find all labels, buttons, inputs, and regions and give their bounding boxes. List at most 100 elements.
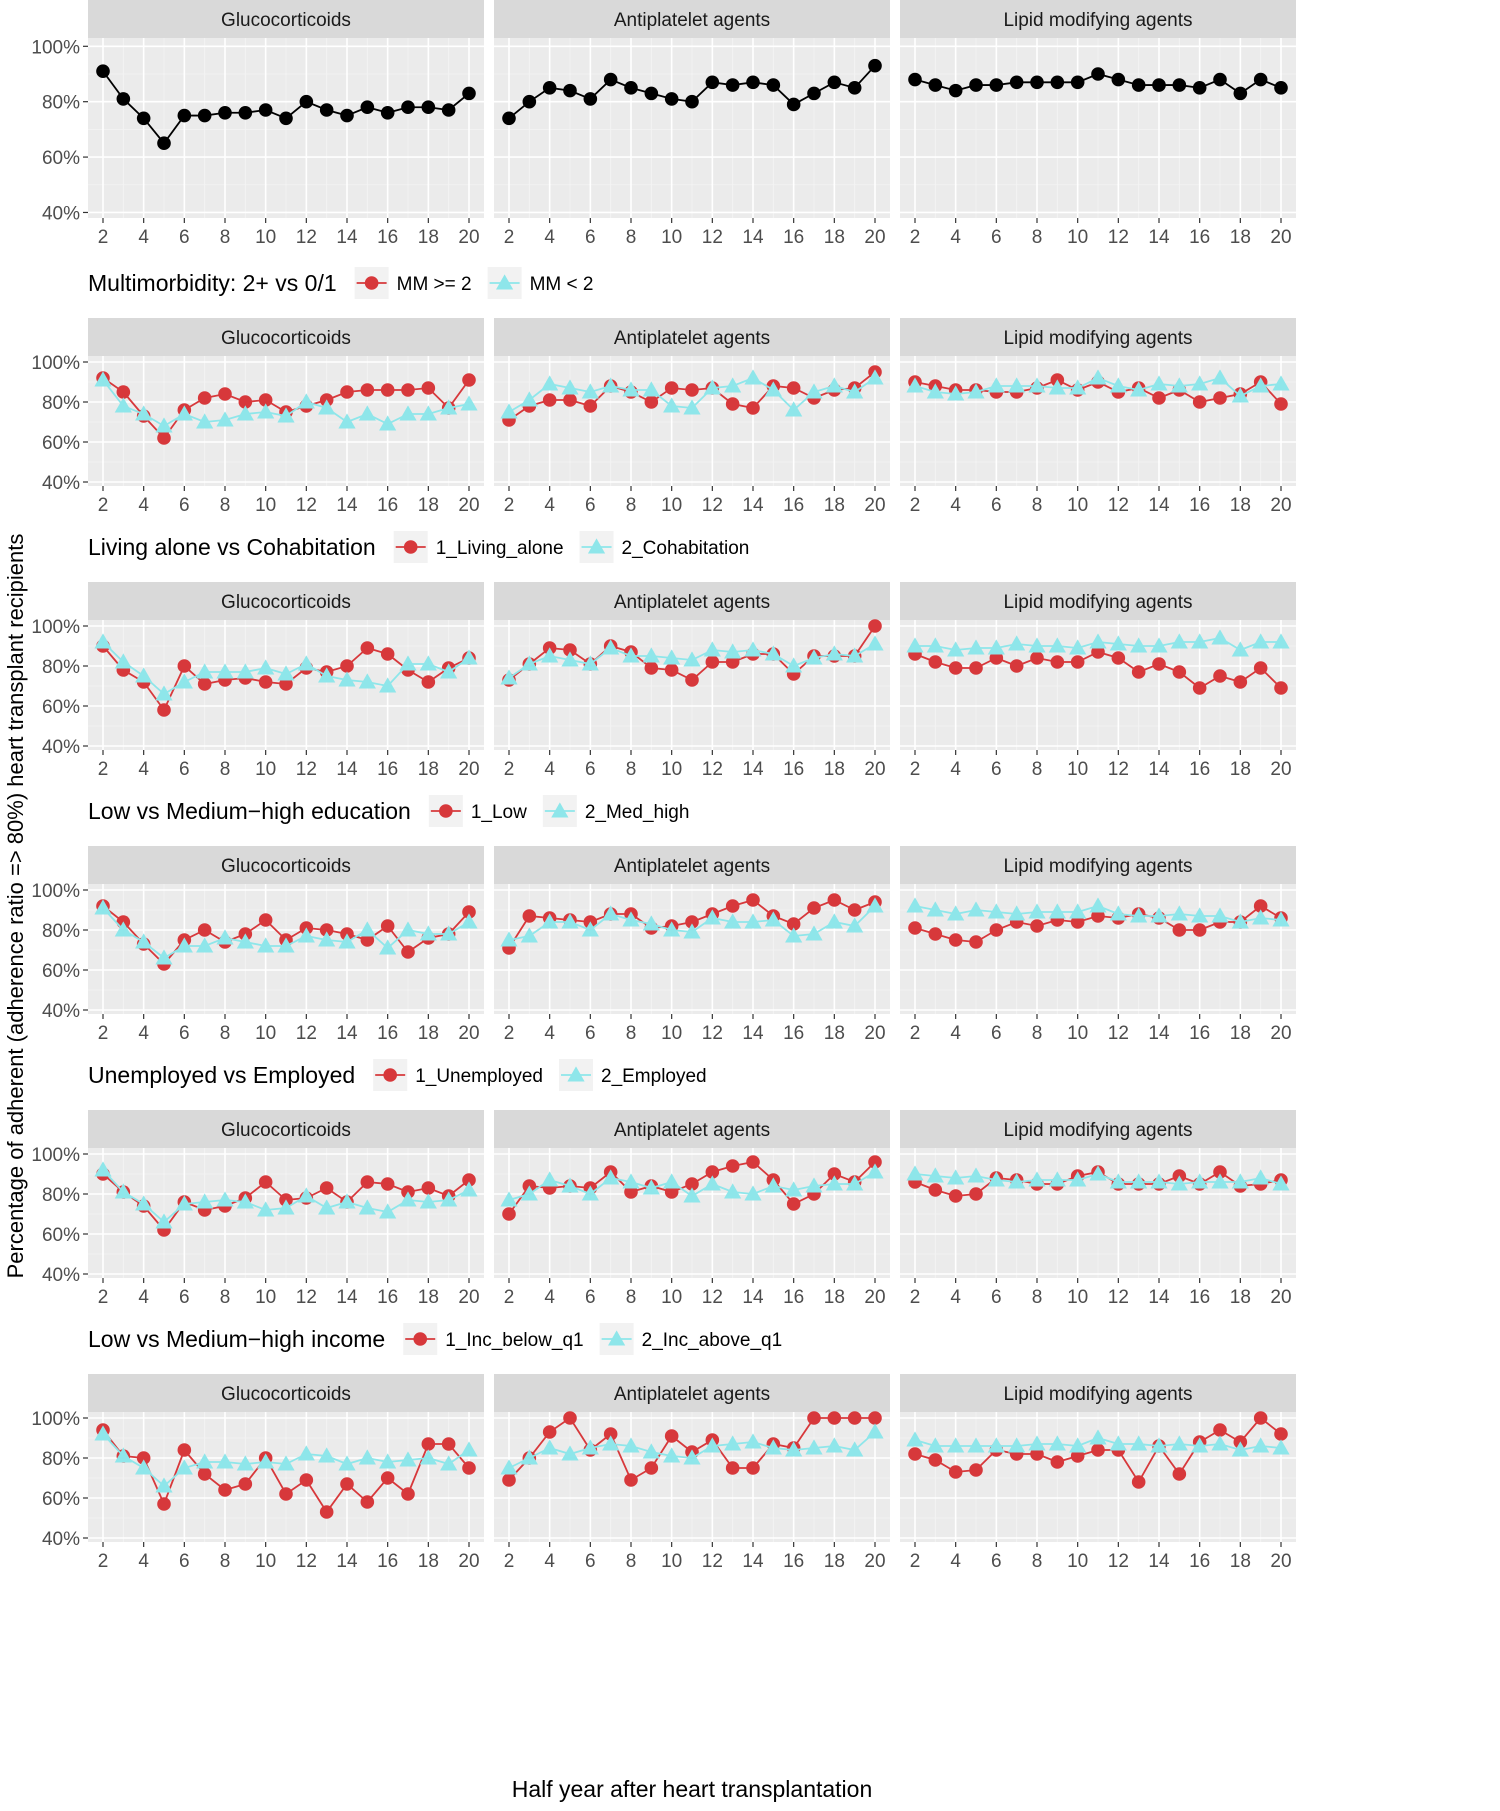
group1-data-point (340, 659, 354, 673)
x-tick-label: 14 (742, 495, 764, 516)
group2-data-point (1130, 637, 1148, 653)
group1-data-point (421, 675, 436, 689)
group2-data-point (561, 1177, 579, 1193)
group2-data-point (642, 647, 660, 663)
group1-data-point (542, 393, 557, 407)
x-tick-label: 20 (864, 1287, 885, 1308)
group1-data-point (563, 643, 577, 657)
group1-data-point (502, 1207, 516, 1221)
overall-data-point (441, 103, 456, 117)
group1-data-point (380, 647, 395, 661)
facet-strip-label: Lipid modifying agents (1003, 1384, 1192, 1405)
group2-data-point (1191, 907, 1209, 923)
group1-data-point (1253, 899, 1268, 913)
group2-data-point (846, 1175, 864, 1191)
facet-strip (88, 318, 484, 356)
group2-data-point (947, 1437, 965, 1453)
overall-data-point (1233, 86, 1248, 101)
x-tick-label: 10 (1067, 495, 1088, 516)
group1-data-point (1091, 645, 1105, 659)
x-tick-label: 2 (504, 759, 515, 780)
overall-data-point (1070, 75, 1085, 90)
group1-data-point (705, 655, 720, 669)
x-tick-label: 20 (1270, 759, 1291, 780)
group2-data-point (744, 641, 762, 657)
group2-data-point (1272, 1439, 1290, 1455)
x-tick-label: 6 (179, 759, 190, 780)
y-tick-label: 40% (42, 1529, 80, 1550)
x-tick-label: 4 (544, 1023, 555, 1044)
y-tick-label: 60% (42, 433, 80, 454)
group2-data-point (906, 897, 924, 913)
group1-data-point (664, 663, 679, 677)
y-tick-label: 80% (42, 393, 80, 414)
group2-data-point (440, 1191, 458, 1207)
x-tick-label: 18 (1230, 1287, 1251, 1308)
group2-data-point (520, 927, 538, 943)
group1-data-point (177, 1443, 192, 1457)
group2-data-point (1191, 633, 1209, 649)
group2-data-point (1089, 897, 1107, 913)
group1-data-point (218, 1483, 232, 1497)
overall-data-point (258, 103, 273, 117)
x-tick-label: 2 (98, 227, 109, 248)
x-tick-label: 2 (910, 495, 921, 516)
facet-strip (88, 1110, 484, 1148)
group1-data-point (827, 1167, 842, 1181)
x-tick-label: 14 (336, 1287, 358, 1308)
x-tick-label: 8 (220, 759, 231, 780)
group2-data-point (1231, 641, 1249, 657)
group2-data-point (642, 915, 660, 931)
group1-data-point (177, 659, 192, 673)
group2-data-point (805, 649, 823, 665)
group1-data-point (969, 935, 983, 949)
legend: Low vs Medium−high education 1_Low 2_Med_h… (88, 795, 689, 827)
x-tick-label: 20 (864, 495, 885, 516)
legend-key-marker-group1 (413, 1332, 428, 1346)
group2-data-point (947, 1169, 965, 1185)
facet-strip (900, 318, 1296, 356)
group1-data-point (462, 1173, 476, 1187)
x-tick-label: 14 (1148, 227, 1170, 248)
group2-data-point (379, 939, 397, 955)
group2-data-point (805, 1177, 823, 1193)
group2-data-point (94, 633, 112, 649)
group1-data-point (421, 381, 436, 395)
x-tick-label: 6 (179, 1023, 190, 1044)
x-tick-label: 6 (179, 1551, 190, 1572)
group2-data-point (155, 1213, 173, 1229)
group2-data-point (1150, 907, 1168, 923)
group1-data-point (279, 677, 293, 691)
group2-data-point (379, 677, 397, 693)
group2-data-point (561, 651, 579, 667)
y-tick-label: 40% (42, 1001, 80, 1022)
facet-strip-label: Glucocorticoids (221, 1120, 351, 1141)
group2-data-point (541, 1171, 559, 1187)
group1-data-point (340, 1477, 354, 1491)
x-tick-label: 10 (255, 495, 276, 516)
group1-data-point (421, 1181, 436, 1195)
group1-data-point (908, 921, 922, 935)
x-tick-label: 18 (1230, 1023, 1251, 1044)
group1-data-point (725, 1461, 740, 1475)
group1-data-point (1172, 665, 1187, 679)
x-tick-label: 8 (1032, 1551, 1043, 1572)
group1-data-point (989, 923, 1004, 937)
group1-data-point (928, 927, 943, 941)
group2-data-point (1089, 369, 1107, 385)
group2-data-point (399, 1191, 417, 1207)
x-tick-label: 12 (702, 1287, 723, 1308)
group2-data-point (135, 1459, 153, 1475)
facet-strip (494, 318, 890, 356)
legend-label-group2: 2_Med_high (585, 802, 690, 823)
x-tick-label: 16 (783, 759, 804, 780)
group2-data-point (866, 1163, 884, 1179)
group1-data-point (421, 1437, 436, 1451)
overall-data-point (725, 78, 740, 92)
group2-data-point (866, 1423, 884, 1439)
group1-data-point (1070, 1449, 1085, 1463)
group2-data-point (642, 381, 660, 397)
group1-data-point (1050, 1455, 1065, 1469)
x-tick-label: 8 (626, 1551, 637, 1572)
group2-data-point (460, 913, 478, 929)
